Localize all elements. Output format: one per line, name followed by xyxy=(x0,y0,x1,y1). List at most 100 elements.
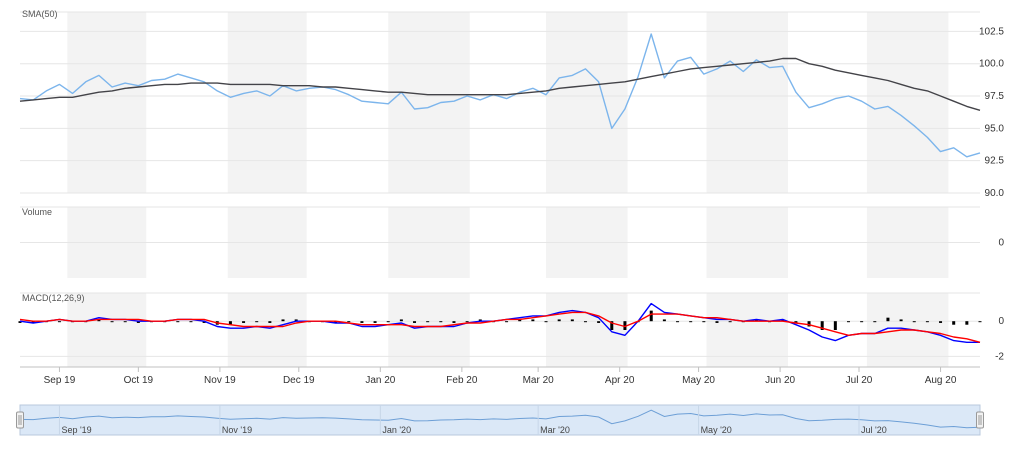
macd-histogram-bar xyxy=(649,310,653,322)
y-tick-label: 95.0 xyxy=(985,123,1005,134)
y-tick-label: -2 xyxy=(995,351,1004,362)
macd-histogram-bar xyxy=(110,321,114,323)
macd-histogram-bar xyxy=(610,321,614,330)
macd-histogram-bar xyxy=(31,321,35,323)
macd-histogram-bar xyxy=(281,319,285,322)
chart-series[interactable] xyxy=(18,33,982,343)
navigator-series-line xyxy=(19,409,981,429)
x-axis: Sep 19 Oct 19 Nov 19 Dec 19 Jan 20 Feb 20 Mar … xyxy=(20,366,980,386)
macd-histogram-bar xyxy=(794,321,798,323)
macd-histogram-bar xyxy=(399,319,403,322)
macd-histogram-bar xyxy=(623,321,627,330)
navigator-label: May '20 xyxy=(701,425,732,435)
x-tick-label: Apr 20 xyxy=(605,375,635,386)
macd-histogram-bar xyxy=(57,321,61,323)
navigator-label: Sep '19 xyxy=(61,425,91,435)
macd-histogram-bar xyxy=(860,321,864,323)
macd-histogram-bar xyxy=(242,321,246,323)
macd-histogram-bar xyxy=(123,321,127,323)
month-band xyxy=(706,293,788,367)
month-band xyxy=(388,12,470,193)
month-band xyxy=(227,293,307,367)
macd-histogram-bar xyxy=(347,321,351,323)
macd-histogram-bar xyxy=(478,319,482,322)
navigator-label: Nov '19 xyxy=(222,425,252,435)
macd-histogram-bar xyxy=(689,321,693,323)
price-line[interactable] xyxy=(19,33,981,158)
macd-histogram-bar xyxy=(294,319,298,322)
macd-panel-label: MACD(12,26,9) xyxy=(22,293,85,303)
y-tick-label: 92.5 xyxy=(985,156,1005,167)
macd-histogram-bar xyxy=(268,321,272,323)
volume-panel-label: Volume xyxy=(22,207,52,217)
navigator-range[interactable] xyxy=(19,404,981,436)
x-tick-label: Dec 19 xyxy=(283,375,315,386)
macd-histogram-bar xyxy=(846,321,850,323)
navigator[interactable]: Sep '19 Nov '19 Jan '20 Mar '20 May '20 Jul '… xyxy=(16,404,984,436)
x-tick-label: Mar 20 xyxy=(523,375,555,386)
macd-histogram-bar xyxy=(518,319,522,322)
x-tick-label: Sep 19 xyxy=(44,375,76,386)
month-band xyxy=(546,293,628,367)
macd-histogram-bar xyxy=(807,321,811,327)
x-tick-label: Jun 20 xyxy=(765,375,795,386)
x-tick-label: Nov 19 xyxy=(204,375,236,386)
macd-histogram-bar xyxy=(189,321,193,323)
macd-histogram-bar xyxy=(676,321,680,323)
macd-histogram-bar xyxy=(833,321,837,330)
macd-histogram-bar xyxy=(426,321,430,323)
signal-line[interactable] xyxy=(19,311,981,343)
x-tick-label: May 20 xyxy=(682,375,715,386)
navigator-label: Jul '20 xyxy=(861,425,887,435)
y-tick-label: 90.0 xyxy=(985,188,1005,199)
y-tick-label: 100.0 xyxy=(979,59,1004,70)
y-tick-labels: 102.5 100.0 97.5 95.0 92.5 90.0 0 0 -2 xyxy=(979,26,1004,362)
macd-histogram-bar xyxy=(557,319,561,322)
macd-histogram-bar xyxy=(202,321,206,323)
price-panel-label: SMA(50) xyxy=(22,9,58,19)
macd-histogram-bar xyxy=(228,321,232,325)
sma-line[interactable] xyxy=(19,57,981,111)
macd-histogram-bar xyxy=(373,321,377,323)
x-tick-label: Jan 20 xyxy=(365,375,395,386)
macd-histogram-bar xyxy=(176,321,180,323)
macd-histogram-bar xyxy=(505,321,509,323)
month-band xyxy=(546,12,628,193)
macd-histogram-bar xyxy=(386,321,390,323)
macd-histogram-bar xyxy=(886,317,890,322)
y-tick-label: 102.5 xyxy=(979,26,1004,37)
macd-histogram-bar xyxy=(925,321,929,323)
macd-histogram-bar xyxy=(334,321,338,323)
macd-histogram-bar xyxy=(715,321,719,323)
macd-histogram-bar xyxy=(899,319,903,322)
macd-histogram-bar xyxy=(465,321,469,323)
macd-histogram-bar xyxy=(360,321,364,323)
y-tick-label: 0 xyxy=(998,316,1004,327)
macd-histogram-bar xyxy=(952,321,956,325)
macd-histogram-bar xyxy=(754,319,758,322)
macd-histogram-bar xyxy=(939,321,943,323)
x-tick-label: Oct 19 xyxy=(124,375,154,386)
macd-histogram-bar xyxy=(781,319,785,322)
grid-lines xyxy=(20,11,980,357)
macd-histogram-bar xyxy=(912,321,916,323)
macd-histogram-bar xyxy=(728,321,732,323)
month-band xyxy=(866,12,949,193)
month-band xyxy=(706,12,788,193)
macd-histogram-bar xyxy=(97,319,101,322)
macd-histogram-bar xyxy=(18,321,22,323)
month-band xyxy=(388,293,470,367)
month-band xyxy=(67,293,147,367)
x-tick-label: Feb 20 xyxy=(446,375,478,386)
navigator-right-handle[interactable] xyxy=(976,411,984,429)
month-band xyxy=(67,12,147,193)
x-tick-label: Jul 20 xyxy=(846,375,873,386)
navigator-left-handle[interactable] xyxy=(16,411,24,429)
macd-histogram-bar xyxy=(702,321,706,323)
y-tick-label: 0 xyxy=(998,238,1004,249)
macd-histogram-bar xyxy=(820,321,824,330)
macd-histogram-bar xyxy=(255,321,259,323)
macd-histogram-bar xyxy=(965,321,969,325)
